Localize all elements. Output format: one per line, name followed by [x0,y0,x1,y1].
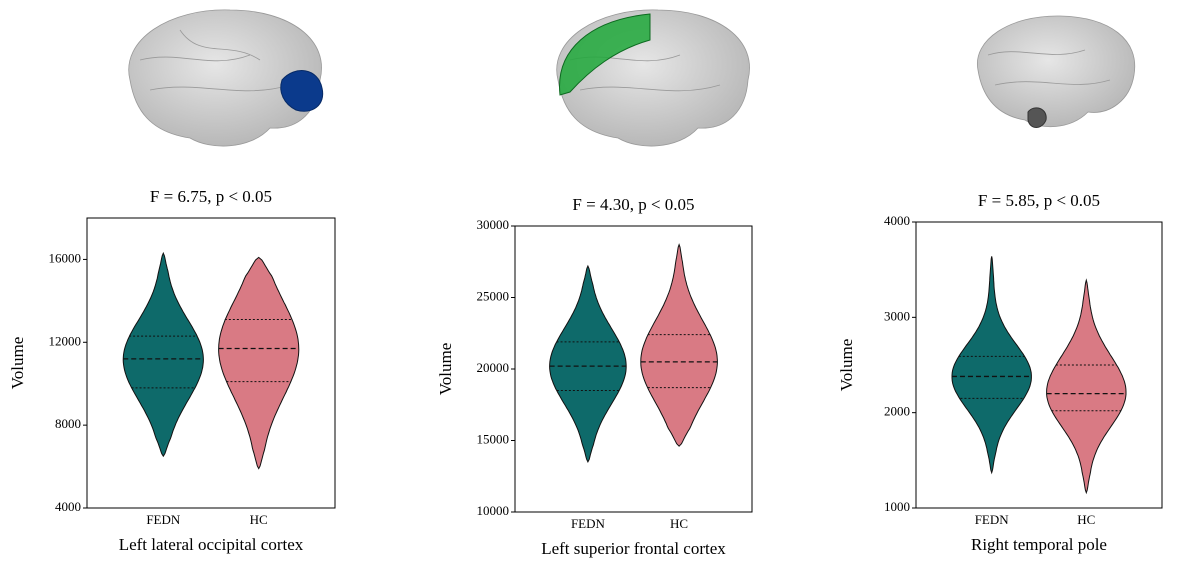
y-tick-label: 25000 [477,288,510,303]
violin [219,257,299,468]
violin [952,256,1031,472]
y-tick-label: 2000 [884,404,910,419]
x-tick-label: FEDN [571,516,606,531]
plot-frame [916,222,1162,508]
x-tick-label: HC [1077,512,1095,527]
y-tick-label: 15000 [477,431,510,446]
y-tick-label: 16000 [49,250,82,265]
y-tick-label: 10000 [477,503,510,518]
x-tick-label: HC [670,516,688,531]
violin [550,266,627,462]
x-axis-label: Left lateral occipital cortex [119,535,304,554]
violin [1047,280,1126,493]
brain-image [977,16,1134,128]
y-tick-label: 3000 [884,308,910,323]
x-axis-label: Right temporal pole [971,535,1107,554]
y-tick-label: 4000 [55,499,81,514]
chart-title: F = 6.75, p < 0.05 [150,187,272,206]
x-tick-label: FEDN [975,512,1010,527]
figure: F = 6.75, p < 0.05 4000 8000 12000 16000 Volu… [0,0,1202,566]
y-tick-label: 30000 [477,217,510,232]
y-tick-label: 12000 [49,333,82,348]
chart-title: F = 5.85, p < 0.05 [978,191,1100,210]
x-tick-label: HC [250,512,268,527]
y-tick-label: 20000 [477,360,510,375]
violin [123,253,203,456]
x-tick-label: FEDN [146,512,181,527]
y-axis-label: Volume [8,337,27,390]
y-axis-label: Volume [436,343,455,396]
y-axis-label: Volume [837,339,856,392]
brain-image [557,10,750,146]
violin [641,245,718,447]
y-tick-label: 4000 [884,213,910,228]
x-axis-label: Left superior frontal cortex [541,539,726,558]
y-tick-label: 1000 [884,499,910,514]
brain-image [129,10,323,146]
y-tick-label: 8000 [55,416,81,431]
chart-title: F = 4.30, p < 0.05 [572,195,694,214]
